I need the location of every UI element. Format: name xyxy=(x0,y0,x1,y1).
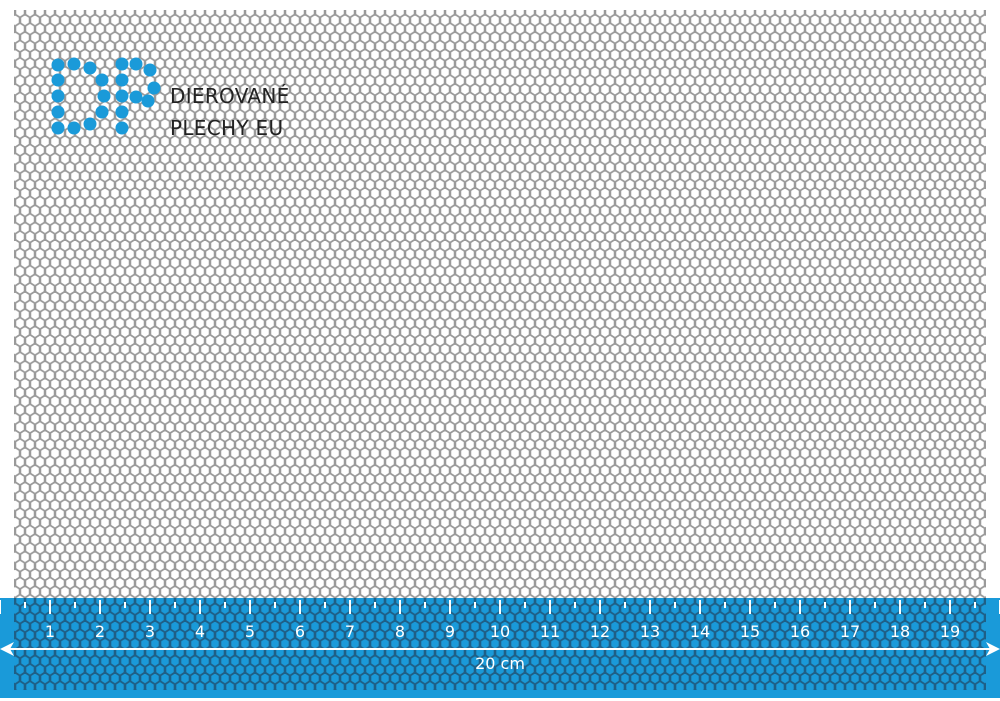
logo-dot xyxy=(115,89,129,103)
logo-dot xyxy=(83,61,97,75)
ruler-label: 17 xyxy=(840,622,860,641)
logo-dot xyxy=(143,63,157,77)
ruler-label: 12 xyxy=(590,622,610,641)
logo-dot xyxy=(129,90,143,104)
measure-arrow xyxy=(0,642,1000,656)
ruler-label: 3 xyxy=(145,622,155,641)
ruler-label: 5 xyxy=(245,622,255,641)
logo-dot xyxy=(51,121,65,135)
ruler-label: 16 xyxy=(790,622,810,641)
total-length-label: 20 cm xyxy=(475,654,525,673)
logo-dot xyxy=(115,121,129,135)
logo-dot xyxy=(115,73,129,87)
ruler-label: 15 xyxy=(740,622,760,641)
ruler-label: 14 xyxy=(690,622,710,641)
logo-dot xyxy=(67,121,81,135)
ruler-label: 9 xyxy=(445,622,455,641)
logo-dot xyxy=(115,57,129,71)
logo-dot xyxy=(129,57,143,71)
ruler-label: 11 xyxy=(540,622,560,641)
logo-dot xyxy=(67,57,81,71)
logo-dot xyxy=(51,58,65,72)
arrow-left-icon xyxy=(0,642,14,656)
logo-dot xyxy=(51,73,65,87)
ruler-label: 6 xyxy=(295,622,305,641)
brand-line-2: PLECHY EU xyxy=(170,116,284,140)
logo-dot xyxy=(141,94,155,108)
logo-dot xyxy=(95,105,109,119)
ruler-label: 13 xyxy=(640,622,660,641)
logo-icon xyxy=(51,57,161,135)
logo-dot xyxy=(97,89,111,103)
arrow-right-icon xyxy=(986,642,1000,656)
ruler-label: 2 xyxy=(95,622,105,641)
logo-dot xyxy=(51,105,65,119)
perforation-pattern xyxy=(14,10,986,598)
logo-dot xyxy=(51,89,65,103)
logo-dot xyxy=(83,117,97,131)
ruler-label: 4 xyxy=(195,622,205,641)
ruler-label: 1 xyxy=(45,622,55,641)
ruler-label: 8 xyxy=(395,622,405,641)
ruler-ticks xyxy=(0,600,1000,614)
ruler-label: 18 xyxy=(890,622,910,641)
brand-name: DIEROVANÉ PLECHY EU xyxy=(170,80,290,144)
logo-dot xyxy=(147,81,161,95)
ruler-label: 19 xyxy=(940,622,960,641)
ruler-label: 7 xyxy=(345,622,355,641)
brand-line-1: DIEROVANÉ xyxy=(170,84,290,108)
ruler-label: 10 xyxy=(490,622,510,641)
logo-dot xyxy=(115,105,129,119)
logo-dot xyxy=(95,73,109,87)
